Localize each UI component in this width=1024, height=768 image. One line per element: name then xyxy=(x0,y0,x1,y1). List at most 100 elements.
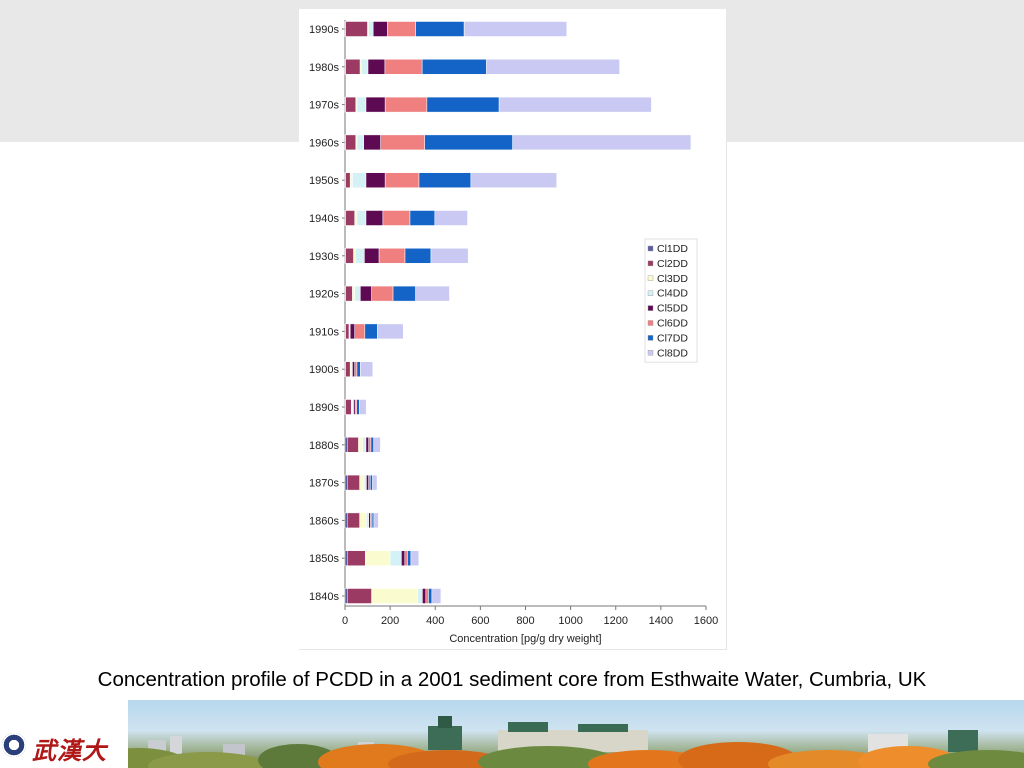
bar-segment-cl3dd xyxy=(358,437,363,453)
bar-segment-cl2dd xyxy=(345,59,361,75)
legend-label-cl2dd: Cl2DD xyxy=(657,258,688,270)
legend-label-cl4dd: Cl4DD xyxy=(657,288,688,300)
bar-segment-cl3dd xyxy=(354,210,358,226)
bar-segment-cl5dd xyxy=(363,134,381,151)
y-tick-label: 1900s xyxy=(309,364,339,376)
bar-segment-cl6dd xyxy=(404,550,408,566)
bar-segment-cl8dd xyxy=(410,550,420,566)
bar-segment-cl3dd xyxy=(359,474,365,491)
bar-segment-cl4dd xyxy=(366,512,369,529)
y-tick-label: 1960s xyxy=(309,137,339,149)
x-tick-label: 1000 xyxy=(558,615,582,627)
bar-segment-cl7dd xyxy=(356,399,360,415)
bar-segment-cl4dd xyxy=(368,21,374,37)
university-seal-icon xyxy=(2,733,26,757)
legend-label-cl8dd: Cl8DD xyxy=(657,347,688,359)
legend-swatch-cl8dd xyxy=(647,350,654,356)
bar-segment-cl2dd xyxy=(347,588,372,604)
legend-swatch-cl4dd xyxy=(647,290,654,296)
legend-label-cl6dd: Cl6DD xyxy=(657,318,688,330)
bar-segment-cl2dd xyxy=(347,550,366,566)
bar-segment-cl7dd xyxy=(418,172,472,188)
bar-segment-cl6dd xyxy=(368,437,372,453)
bar-segment-cl4dd xyxy=(356,210,367,226)
university-name-calligraphy: 武漢大學 xyxy=(32,736,107,765)
y-tick-label: 1860s xyxy=(309,515,339,527)
bar-segment-cl7dd xyxy=(409,210,436,226)
bar-segment-cl6dd xyxy=(378,248,406,264)
bar-segment-cl6dd xyxy=(384,96,428,113)
bar-segment-cl2dd xyxy=(345,399,352,415)
bar-segment-cl4dd xyxy=(354,285,361,302)
bar-segment-cl8dd xyxy=(373,437,381,453)
bar-segment-cl7dd xyxy=(407,550,412,566)
bar-segment-cl5dd xyxy=(352,361,355,377)
stacked-bar-chart: 0 200 400 600 800 1000 1200 1400 1600 Concentrati… xyxy=(309,20,718,645)
y-tick-label: 1910s xyxy=(309,326,339,338)
legend-swatch-cl5dd xyxy=(647,305,654,311)
bar-segment-cl4dd xyxy=(362,437,367,453)
x-tick-label: 800 xyxy=(516,615,534,627)
bar-segment-cl1dd xyxy=(344,550,348,566)
bar-segment-cl8dd xyxy=(430,248,469,264)
bar-segment-cl8dd xyxy=(359,399,367,415)
bar-segment-cl3dd xyxy=(352,285,355,302)
bar-segment-cl4dd xyxy=(389,550,402,566)
bar-segment-cl5dd xyxy=(372,21,388,37)
bar-segment-cl8dd xyxy=(360,361,374,377)
y-tick-label: 1840s xyxy=(309,591,339,603)
bar-segment-cl2dd xyxy=(345,96,357,113)
bar-segment-cl2dd xyxy=(345,285,353,302)
bar-segment-cl6dd xyxy=(387,21,416,37)
bar-segment-cl2dd xyxy=(347,437,359,453)
bar-segment-cl6dd xyxy=(371,285,394,302)
bar-segment-cl2dd xyxy=(345,361,351,377)
bar-segment-cl2dd xyxy=(345,134,357,151)
x-tick-label: 400 xyxy=(426,615,444,627)
bar-segment-cl5dd xyxy=(368,512,371,529)
legend-swatch-cl2dd xyxy=(647,260,654,267)
bar-segment-cl2dd xyxy=(347,512,360,529)
x-tick-label: 1600 xyxy=(694,615,718,627)
x-tick-label: 0 xyxy=(342,615,348,627)
bar-segment-cl6dd xyxy=(380,134,425,151)
bar-segment-cl2dd xyxy=(347,474,360,491)
y-tick-label: 1890s xyxy=(309,402,339,414)
bar-segment-cl2dd xyxy=(345,21,368,37)
bar-segment-cl7dd xyxy=(370,437,374,453)
x-tick-label: 600 xyxy=(471,615,489,627)
bar-segment-cl6dd xyxy=(354,361,358,377)
bar-segment-cl4dd xyxy=(363,474,367,491)
bar-segment-cl5dd xyxy=(365,172,386,188)
bar-segment-cl8dd xyxy=(415,285,450,302)
bar-segment-cl4dd xyxy=(356,134,364,151)
bar-segment-cl2dd xyxy=(345,210,355,226)
bar-segment-cl4dd xyxy=(356,96,367,113)
chart-panel: 0 200 400 600 800 1000 1200 1400 1600 Concentrati… xyxy=(299,9,727,650)
bar-segment-cl5dd xyxy=(422,588,427,604)
bar-segment-cl6dd xyxy=(425,588,429,604)
bar-segment-cl6dd xyxy=(382,210,411,226)
university-logo: 武漢大學 xyxy=(0,700,128,768)
bar-segment-cl5dd xyxy=(365,96,386,113)
bar-segment-cl3dd xyxy=(353,248,356,264)
bar-segment-cl5dd xyxy=(365,437,369,453)
y-tick-label: 1850s xyxy=(309,553,339,565)
y-tick-label: 1940s xyxy=(309,213,339,225)
bar-segment-cl2dd xyxy=(345,323,350,340)
bar-segment-cl8dd xyxy=(512,134,692,151)
bar-segment-cl3dd xyxy=(359,512,367,529)
legend-swatch-cl7dd xyxy=(647,335,654,341)
bar-segment-cl5dd xyxy=(349,323,355,340)
bar-segment-cl8dd xyxy=(373,512,379,529)
bar-segment-cl7dd xyxy=(404,248,432,264)
bar-segment-cl7dd xyxy=(415,21,465,37)
bar-segment-cl7dd xyxy=(421,59,487,75)
bar-segment-cl4dd xyxy=(417,588,423,604)
y-tick-label: 1950s xyxy=(309,175,339,187)
y-tick-label: 1970s xyxy=(309,100,339,112)
campus-panorama-image xyxy=(128,716,1024,768)
bar-segment-cl8dd xyxy=(372,474,378,491)
bar-segment-cl7dd xyxy=(424,134,513,151)
figure-caption: Concentration profile of PCDD in a 2001 … xyxy=(97,668,927,691)
